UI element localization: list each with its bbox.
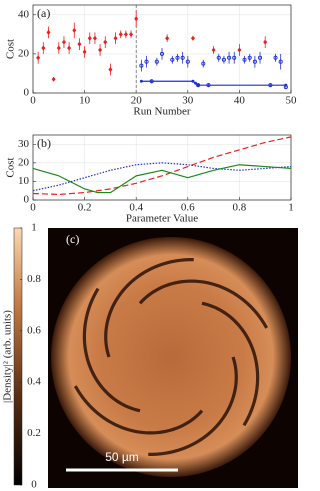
point [134, 16, 139, 22]
spiral-arm [82, 287, 141, 413]
x-tick-label: 10 [79, 95, 91, 107]
point [61, 39, 66, 45]
x-tick-label: 20 [131, 95, 143, 107]
x-axis-label: Run Number [133, 106, 190, 118]
y-tick-label: 10 [18, 175, 30, 187]
series-line [32, 136, 292, 196]
point [190, 35, 195, 41]
point [247, 55, 252, 60]
point [154, 59, 159, 64]
colorbar-label: |Density|² (arb. units) [2, 310, 14, 403]
y-axis-label: Cost [5, 157, 17, 177]
colorbar-tick-label: 0.2 [27, 427, 41, 439]
line-marker [139, 79, 143, 83]
point [257, 55, 263, 60]
colorbar-tick-label: 0.6 [27, 324, 41, 336]
point [82, 49, 87, 55]
panel-label: (c) [66, 232, 79, 246]
point [139, 63, 144, 68]
spiral-arm [73, 385, 204, 435]
y-tick-label: 0 [24, 194, 30, 206]
axes-box [32, 4, 292, 94]
point [278, 59, 283, 64]
y-tick-label: 20 [18, 47, 30, 59]
y-axis-label: Cost [5, 39, 17, 59]
point [77, 41, 82, 47]
point [108, 67, 113, 73]
point [211, 47, 216, 53]
x-tick-label: 50 [286, 95, 298, 107]
spiral-arm [138, 279, 269, 329]
point [170, 57, 175, 62]
axes-box [32, 134, 292, 201]
point [129, 31, 134, 37]
point [118, 31, 123, 37]
colorbar-tick-label: 0 [31, 479, 37, 491]
line-marker [196, 83, 200, 87]
line-marker [284, 83, 288, 87]
point [165, 35, 170, 41]
x-axis-label: Parameter Value [126, 213, 198, 225]
point [87, 35, 92, 41]
x-tick-label: 0.6 [181, 202, 195, 214]
spiral-arm [148, 356, 238, 456]
spiral-arm [201, 301, 260, 427]
x-tick-label: 1 [288, 202, 294, 214]
colorbar [13, 227, 23, 486]
panel-label: (b) [37, 136, 51, 150]
point [175, 55, 180, 60]
y-tick-label: 30 [18, 138, 30, 150]
best-line [141, 80, 286, 86]
condensate-disk [51, 237, 291, 477]
point [242, 57, 247, 62]
y-tick-label: 40 [18, 8, 30, 20]
point [263, 39, 268, 45]
point [232, 55, 237, 60]
point [185, 59, 190, 64]
point [273, 55, 278, 60]
point [221, 57, 226, 62]
colorbar-tick-label: 0.4 [27, 376, 41, 388]
point [113, 35, 118, 41]
point [216, 55, 221, 60]
series-line [32, 164, 292, 194]
scale-bar-label: 50 µm [105, 450, 139, 464]
colorbar-tick-label: 0.8 [27, 273, 41, 285]
point [41, 45, 46, 51]
point [103, 39, 108, 45]
point [227, 55, 232, 60]
point [46, 29, 51, 35]
colorbar-tick-label: 1 [31, 222, 37, 234]
point [72, 27, 77, 33]
point [252, 59, 257, 64]
point [201, 61, 206, 66]
spiral-arm [104, 258, 194, 358]
point [237, 47, 242, 53]
point [67, 45, 72, 51]
point [159, 51, 165, 56]
y-tick-label: 0 [24, 87, 30, 99]
panel-label: (a) [37, 6, 50, 20]
x-tick-label: 0 [30, 95, 36, 107]
x-tick-label: 0 [30, 202, 36, 214]
point [92, 35, 97, 41]
x-tick-label: 30 [182, 95, 194, 107]
x-tick-label: 0.4 [129, 202, 143, 214]
series-line [32, 162, 292, 192]
point [56, 45, 61, 51]
line-marker [191, 79, 195, 83]
point [123, 31, 128, 37]
y-tick-label: 20 [18, 156, 30, 168]
point [36, 55, 41, 61]
point [180, 55, 185, 60]
x-tick-label: 0.8 [233, 202, 247, 214]
x-tick-label: 0.2 [78, 202, 92, 214]
point [51, 76, 56, 82]
x-tick-label: 40 [234, 95, 246, 107]
point [98, 47, 103, 53]
point [144, 59, 149, 64]
line-marker [194, 81, 198, 85]
